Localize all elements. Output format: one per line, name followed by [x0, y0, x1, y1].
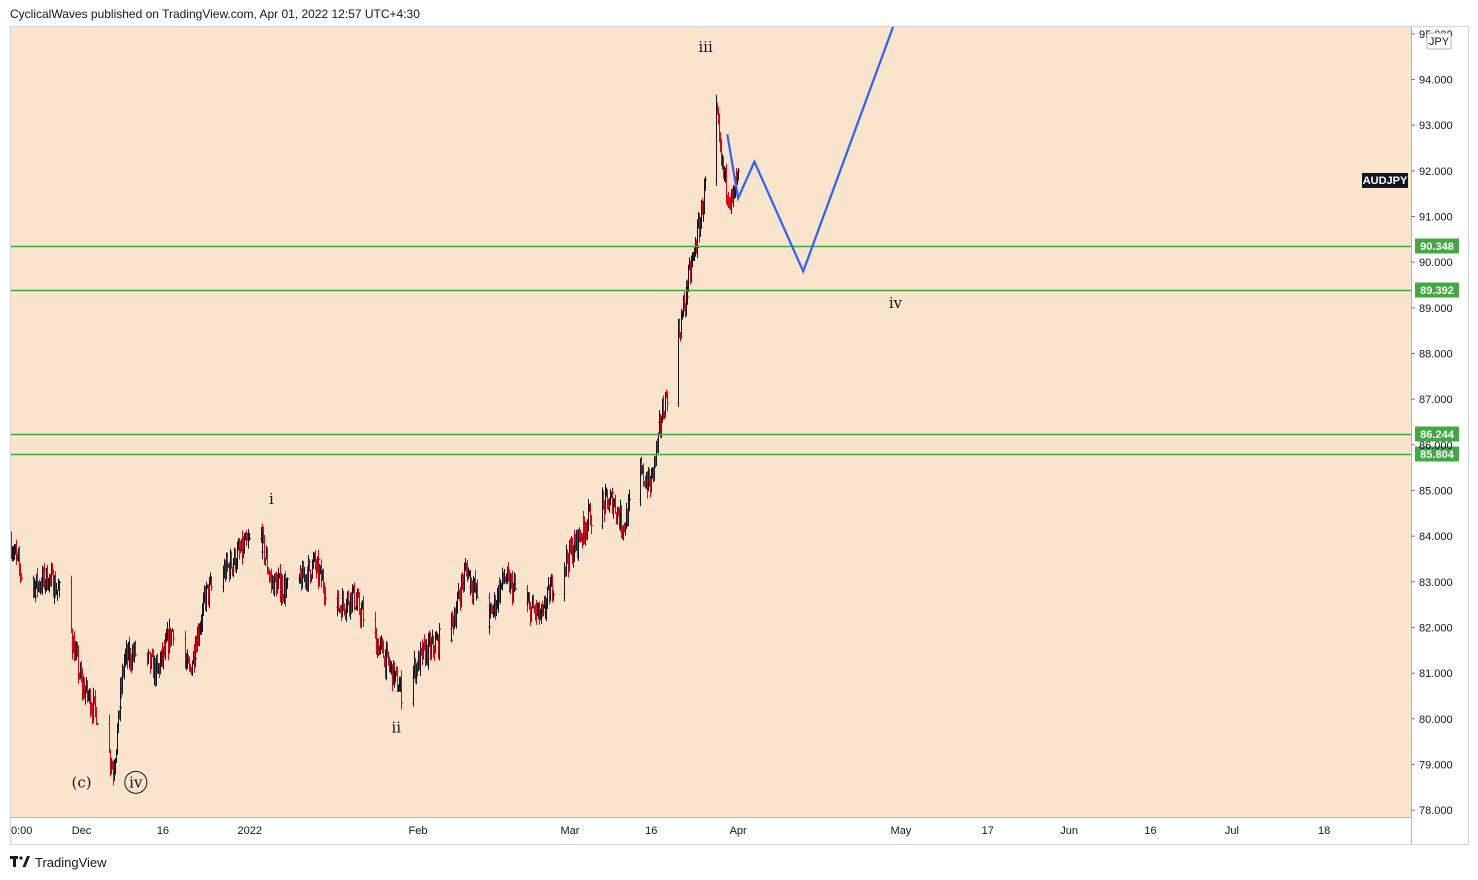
wave-label: ii: [391, 719, 401, 737]
level-price-badge: [1415, 282, 1459, 298]
time-axis-label: Jun: [1060, 825, 1078, 837]
symbol-badge-label: AUDJPY: [1363, 175, 1408, 187]
price-axis[interactable]: 95.00094.00093.00092.00091.00090.00089.0…: [1362, 29, 1453, 817]
time-axis-label: 0:00: [11, 825, 32, 837]
time-axis-label: 16: [1144, 825, 1156, 837]
price-axis-label: 89.000: [1419, 303, 1453, 315]
wave-label: iv: [129, 773, 143, 791]
wave-label-circle: [124, 770, 148, 794]
price-axis-label: 92.000: [1419, 166, 1453, 178]
time-axis-label: 2022: [238, 825, 262, 837]
time-axis-label: 16: [645, 825, 657, 837]
price-axis-label: 79.000: [1419, 759, 1453, 771]
price-axis-label: 85.000: [1419, 485, 1453, 497]
price-axis-label: 93.000: [1419, 120, 1453, 132]
time-axis-label: May: [891, 825, 912, 837]
wave-label: iii: [698, 38, 713, 56]
plot-background: [11, 27, 1411, 817]
price-axis-label: 83.000: [1419, 577, 1453, 589]
time-axis-label: Jul: [1225, 825, 1239, 837]
time-axis-label: 18: [1318, 825, 1330, 837]
publisher-line: CyclicalWaves published on TradingView.c…: [10, 7, 420, 21]
horizontal-levels[interactable]: 90.348 89.392 86.244 85.804: [11, 238, 1459, 462]
price-axis-label: 87.000: [1419, 394, 1453, 406]
time-axis-label: Mar: [560, 825, 579, 837]
price-axis-label: 84.000: [1419, 531, 1453, 543]
wave-label: (c): [71, 773, 91, 791]
price-axis-label: 94.000: [1419, 75, 1453, 87]
tradingview-logo-icon: [10, 856, 30, 867]
projection-path[interactable]: [726, 27, 895, 275]
level-price-label: 89.392: [1420, 285, 1454, 297]
time-axis-label: Dec: [72, 825, 92, 837]
time-axis-label: Feb: [408, 825, 427, 837]
level-price-badge: [1415, 426, 1459, 442]
time-axis-band: [11, 27, 1412, 844]
candlestick-series: [11, 94, 740, 786]
symbol-badge[interactable]: [1362, 172, 1408, 188]
level-price-label: 86.244: [1420, 429, 1455, 441]
currency-badge-label: JPY: [1429, 36, 1450, 48]
price-axis-label: 82.000: [1419, 622, 1453, 634]
footer: TradingView: [10, 852, 107, 872]
wave-label: i: [269, 490, 274, 508]
currency-badge[interactable]: [1426, 32, 1452, 50]
price-axis-label: 81.000: [1419, 668, 1453, 680]
level-price-label: 90.348: [1420, 241, 1454, 253]
level-price-badge: [1415, 238, 1459, 254]
time-axis-label: Apr: [730, 825, 747, 837]
price-axis-label: 80.000: [1419, 714, 1453, 726]
wave-label: iv: [889, 294, 903, 312]
price-axis-label: 91.000: [1419, 212, 1453, 224]
chart-panel[interactable]: 90.348 89.392 86.244 85.804 (c) iv i ii iii iv 9…: [10, 26, 1469, 845]
time-axis-label: 17: [982, 825, 994, 837]
level-price-label: 85.804: [1420, 449, 1455, 461]
price-axis-label: 88.000: [1419, 349, 1453, 361]
price-axis-label: 78.000: [1419, 805, 1453, 817]
level-price-badge: [1415, 446, 1459, 462]
elliott-projection-line[interactable]: [726, 27, 895, 275]
price-axis-label: 86.000: [1419, 440, 1453, 452]
time-axis[interactable]: 0:00 Dec 16 2022 Feb Mar 16 Apr May 17 Jun 16 Jul 18: [11, 825, 1330, 837]
price-axis-label: 90.000: [1419, 257, 1453, 269]
time-axis-label: 16: [157, 825, 169, 837]
footer-brand: TradingView: [35, 854, 107, 870]
